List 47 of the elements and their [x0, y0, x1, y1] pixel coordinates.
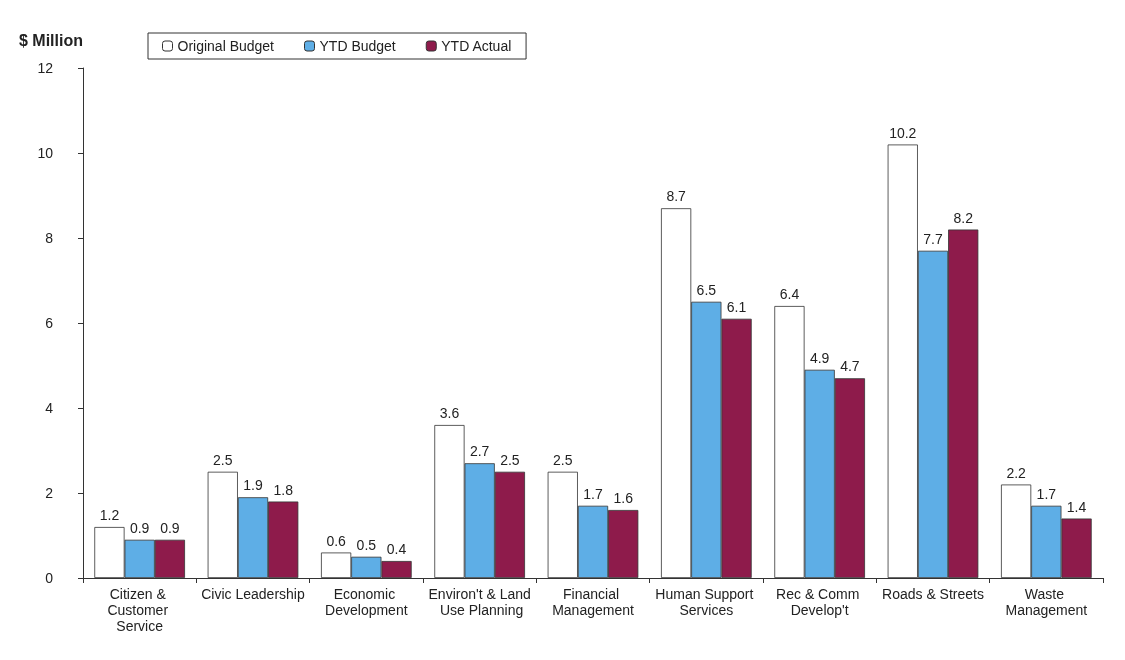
data-label: 1.7 [1036, 485, 1057, 502]
x-tick-label: Roads & Streets [882, 586, 984, 602]
y-tick-label: 0 [45, 570, 54, 586]
x-tick-label: Environ't & Land Use Planning [428, 586, 531, 618]
data-label: 6.1 [726, 298, 747, 315]
x-tick-label: Human Support Services [655, 586, 758, 618]
x-tick-label: Waste Management [1005, 586, 1088, 618]
y-tick-label: 12 [37, 60, 54, 76]
y-tick-label: 10 [37, 145, 54, 161]
data-label: 0.9 [160, 519, 180, 536]
data-label: 0.5 [356, 536, 377, 553]
data-label: 0.6 [326, 532, 347, 549]
data-label: 4.9 [809, 349, 830, 366]
data-label: 0.9 [129, 519, 150, 536]
x-tick-label: Economic Development [325, 586, 408, 618]
legend-label: Original Budget [177, 38, 275, 54]
data-label: 7.7 [923, 230, 943, 247]
data-label: 2.5 [553, 451, 573, 468]
data-label: 2.5 [213, 451, 233, 468]
data-label: 1.7 [583, 485, 603, 502]
data-label: 1.9 [243, 477, 263, 494]
data-label: 10.2 [889, 124, 917, 141]
data-label: 1.8 [273, 481, 294, 498]
data-label: 0.4 [386, 541, 407, 557]
data-label: 4.7 [840, 358, 860, 375]
data-label: 6.4 [779, 286, 800, 302]
y-axis-title: $ Million [19, 31, 83, 49]
x-tick-label: Rec & Comm Develop't [776, 586, 864, 618]
data-label: 8.2 [953, 209, 974, 226]
data-label: 6.5 [696, 281, 717, 298]
data-label: 1.2 [99, 507, 120, 523]
data-label: 3.6 [439, 405, 460, 421]
x-tick-label: Citizen & Customer Service [107, 586, 172, 634]
legend-label: YTD Budget [319, 38, 396, 54]
data-label: 8.7 [666, 188, 687, 205]
data-label: 1.4 [1066, 498, 1087, 515]
x-tick-label: Financial Management [552, 586, 634, 618]
data-label: 1.6 [613, 490, 634, 506]
legend-label: YTD Actual [441, 38, 512, 54]
y-tick-label: 4 [45, 400, 54, 416]
data-label: 2.7 [469, 443, 490, 460]
y-tick-label: 8 [45, 230, 54, 246]
y-tick-label: 6 [45, 315, 54, 331]
data-label: 2.2 [1006, 464, 1027, 481]
data-label: 2.5 [500, 451, 520, 468]
x-tick-label: Civic Leadership [201, 586, 305, 602]
y-tick-label: 2 [45, 485, 54, 501]
